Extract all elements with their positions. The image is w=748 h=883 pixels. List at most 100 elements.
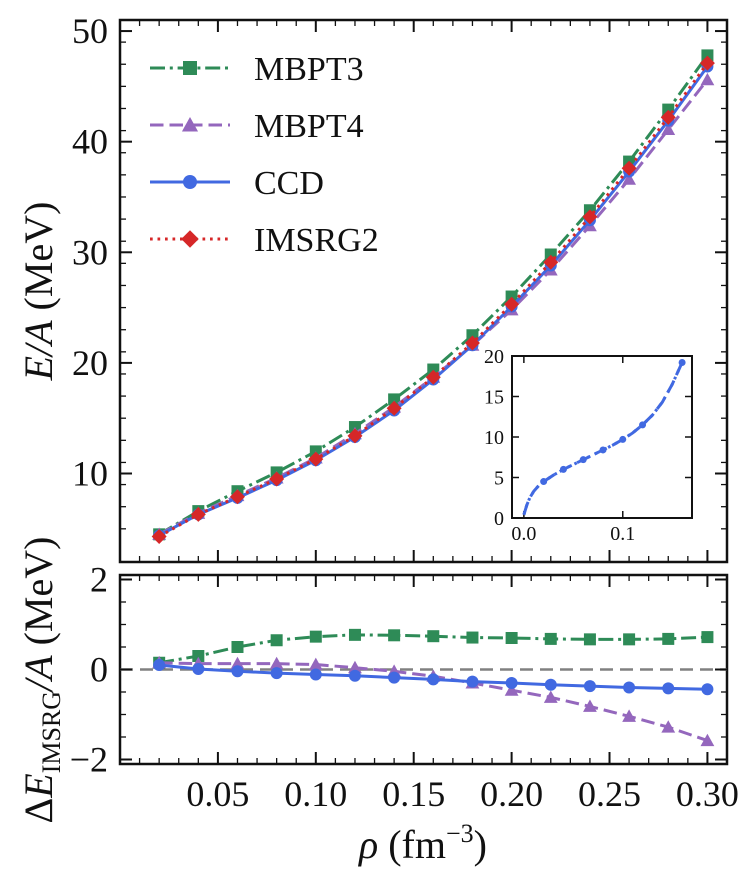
inset-x-tick-label: 0.0	[511, 523, 536, 545]
data-point-mbpt3	[701, 49, 714, 62]
inset-data-point	[559, 465, 567, 473]
y-tick-label: 20	[72, 343, 108, 383]
diff-data-point-mbpt4	[700, 733, 715, 747]
diff-data-point-ccd	[231, 665, 244, 678]
legend-label-ccd: CCD	[254, 165, 324, 202]
top-y-axis-title: E/A (MeV)	[16, 202, 61, 382]
y-tick-label: 30	[72, 232, 108, 272]
diff-data-point-mbpt4	[269, 656, 284, 670]
x-axis-close: )	[474, 822, 487, 867]
data-point-imsrg2	[308, 451, 324, 467]
diff-data-point-mbpt3	[544, 632, 557, 645]
diff-data-point-ccd	[544, 678, 557, 691]
diff-data-point-mbpt3	[309, 630, 322, 643]
data-point-imsrg2	[229, 489, 245, 505]
diff-data-point-mbpt3	[466, 631, 479, 644]
data-point-imsrg2	[464, 335, 480, 351]
data-point-imsrg2	[386, 400, 402, 416]
legend-marker-mbpt3	[183, 61, 197, 75]
data-point-imsrg2	[151, 529, 167, 545]
inset-data-point	[678, 358, 686, 366]
top-y-axis-var: E/A	[16, 320, 61, 382]
diff-data-point-mbpt4	[348, 660, 362, 674]
inset-y-tick-label: 20	[484, 346, 504, 368]
data-point-imsrg2	[190, 506, 206, 522]
diff-data-point-mbpt4	[622, 709, 636, 722]
bottom-y-axis-var: E	[16, 773, 61, 798]
data-point-mbpt4	[700, 72, 715, 86]
y-tick-label: 10	[72, 454, 108, 494]
data-point-imsrg2	[582, 209, 598, 225]
y-tick-label: 2	[90, 560, 108, 600]
legend-marker-ccd	[183, 175, 197, 189]
x-tick-label: 0.25	[578, 774, 641, 814]
legend-label-mbpt3: MBPT3	[254, 51, 364, 88]
bottom-y-axis-title: ΔEIMSRG/A (MeV)	[16, 537, 66, 824]
x-tick-label: 0.05	[186, 774, 249, 814]
x-axis-unit: (fm	[378, 822, 446, 867]
diff-data-point-mbpt3	[623, 633, 636, 646]
diff-data-point-ccd	[388, 671, 401, 684]
diff-data-point-mbpt3	[427, 630, 440, 643]
inset-y-tick-label: 15	[484, 387, 504, 409]
data-point-imsrg2	[425, 369, 441, 385]
data-point-mbpt3	[427, 363, 440, 376]
diff-data-point-ccd	[270, 667, 283, 680]
diff-data-point-ccd	[153, 659, 166, 671]
data-point-imsrg2	[660, 109, 676, 125]
diff-data-point-mbpt4	[543, 690, 558, 703]
series-line-mbpt3	[158, 54, 709, 536]
legend-marker-imsrg2	[181, 230, 199, 248]
legend: MBPT3 MBPT4 CCD IMSRG2	[150, 51, 379, 259]
diff-data-point-mbpt3	[662, 632, 675, 645]
inset-frame	[511, 355, 693, 519]
diff-data-point-mbpt4	[308, 657, 323, 671]
diff-data-point-mbpt4	[583, 699, 597, 712]
diff-data-point-mbpt3	[270, 634, 283, 647]
x-axis-var: ρ	[357, 822, 378, 867]
top-y-axis-unit: (MeV)	[16, 202, 61, 321]
y-tick-label: −2	[70, 740, 108, 780]
inset-panel: 0 5 10 15 20 0.0 0.1	[484, 346, 693, 545]
y-tick-label: 50	[72, 11, 108, 51]
diff-data-point-mbpt4	[661, 720, 676, 733]
inset-y-tick-label: 10	[484, 427, 504, 449]
diff-data-point-ccd	[348, 669, 361, 682]
diff-data-point-mbpt3	[348, 628, 361, 641]
data-point-mbpt4	[661, 122, 676, 136]
y-tick-label: 0	[90, 650, 108, 690]
bottom-y-axis-sub: IMSRG	[37, 691, 66, 773]
data-point-mbpt3	[388, 393, 401, 406]
data-point-imsrg2	[347, 428, 363, 444]
diff-data-point-ccd	[662, 682, 675, 695]
x-axis-exp: −3	[446, 819, 474, 848]
diff-data-point-ccd	[701, 683, 714, 696]
diff-data-point-ccd	[623, 681, 636, 694]
inset-data-point	[579, 456, 587, 464]
diff-data-point-mbpt3	[192, 650, 205, 662]
axis-labels: E/A (MeV) ΔEIMSRG/A (MeV) ρ (fm−3)	[16, 202, 487, 867]
data-point-imsrg2	[504, 296, 520, 312]
inset-y-tick-label: 0	[494, 508, 504, 530]
inset-data-point	[540, 478, 548, 486]
legend-marker-mbpt4	[181, 116, 199, 132]
data-point-mbpt3	[505, 290, 518, 303]
data-point-imsrg2	[269, 471, 285, 487]
x-tick-label: 0.20	[480, 774, 543, 814]
legend-label-mbpt4: MBPT4	[254, 108, 364, 145]
bottom-panel: −2 0 2 0.05 0.10 0.15 0.20 0.25 0.30	[70, 560, 739, 815]
diff-data-point-ccd	[309, 668, 322, 681]
top-plot-frame	[118, 18, 729, 564]
diff-data-point-ccd	[583, 680, 596, 693]
diff-data-point-mbpt3	[505, 632, 518, 644]
x-axis-title: ρ (fm−3)	[357, 819, 487, 867]
inset-data-point	[599, 446, 607, 454]
data-point-imsrg2	[699, 55, 715, 71]
x-tick-label: 0.10	[284, 774, 347, 814]
diff-data-point-ccd	[427, 673, 440, 686]
diff-data-point-mbpt3	[583, 633, 596, 646]
inset-data-point	[639, 421, 647, 429]
legend-label-imsrg2: IMSRG2	[254, 222, 379, 259]
